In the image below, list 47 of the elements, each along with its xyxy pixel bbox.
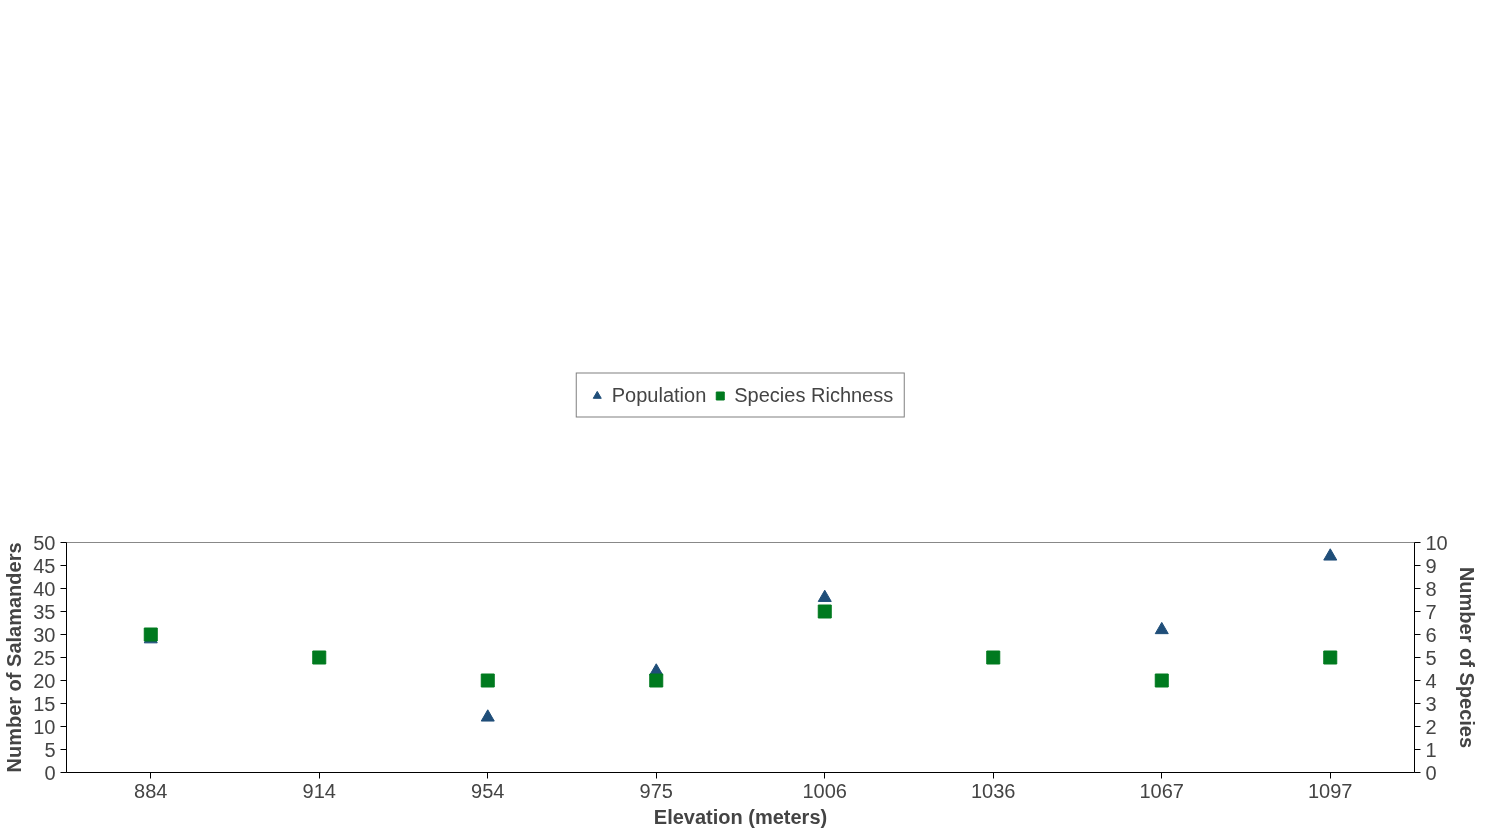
point [649, 673, 664, 688]
y2-tick-label: 3 [1425, 692, 1437, 715]
y-tick-label: 5 [44, 738, 56, 761]
y2-tick-label: 9 [1425, 554, 1437, 577]
y2-tick-label: 10 [1425, 531, 1448, 554]
x-tick-label: 975 [639, 779, 673, 802]
x-tick-label: 954 [471, 779, 505, 802]
y2-tick-label: 1 [1425, 738, 1437, 761]
point [1323, 548, 1338, 561]
y-tick-label: 35 [33, 600, 56, 623]
x-tick-label: 1097 [1308, 779, 1353, 802]
y-tick-label: 45 [33, 554, 56, 577]
y2-tick-label: 5 [1425, 646, 1437, 669]
legend-label: Population [611, 383, 707, 407]
y-tick-label: 25 [33, 646, 56, 669]
y-tick-label: 30 [33, 623, 56, 646]
y2-tick-label: 2 [1425, 715, 1437, 738]
x-tick-label: 1036 [971, 779, 1016, 802]
point [1323, 650, 1338, 665]
y-tick-label: 15 [33, 692, 56, 715]
point [1154, 673, 1169, 688]
point [817, 589, 832, 602]
y-tick-label: 20 [33, 669, 56, 692]
legend-label: Species Richness [734, 383, 894, 407]
y-axis-title: Number of Salamanders [3, 542, 26, 773]
x-tick-label: 914 [302, 779, 336, 802]
x-tick-label: 884 [134, 779, 168, 802]
y-tick-label: 40 [33, 577, 56, 600]
x-tick-label: 1067 [1139, 779, 1184, 802]
y2-tick-label: 7 [1425, 600, 1437, 623]
point [1154, 621, 1169, 635]
x-tick-label: 1006 [802, 779, 847, 802]
point [817, 604, 832, 619]
y2-tick-label: 6 [1425, 623, 1437, 646]
y-tick-label: 0 [44, 761, 56, 784]
y2-tick-label: 0 [1425, 761, 1437, 784]
point [480, 709, 495, 722]
y-tick-label: 50 [33, 531, 56, 554]
y2-axis-title: Number of Species [1455, 566, 1478, 749]
x-axis-title: Elevation (meters) [653, 805, 828, 828]
y2-tick-label: 4 [1425, 669, 1437, 692]
y2-tick-label: 8 [1425, 577, 1437, 600]
y-tick-label: 10 [33, 715, 56, 738]
point [986, 650, 1001, 665]
point [143, 627, 158, 642]
point [312, 650, 327, 665]
point [480, 673, 495, 688]
